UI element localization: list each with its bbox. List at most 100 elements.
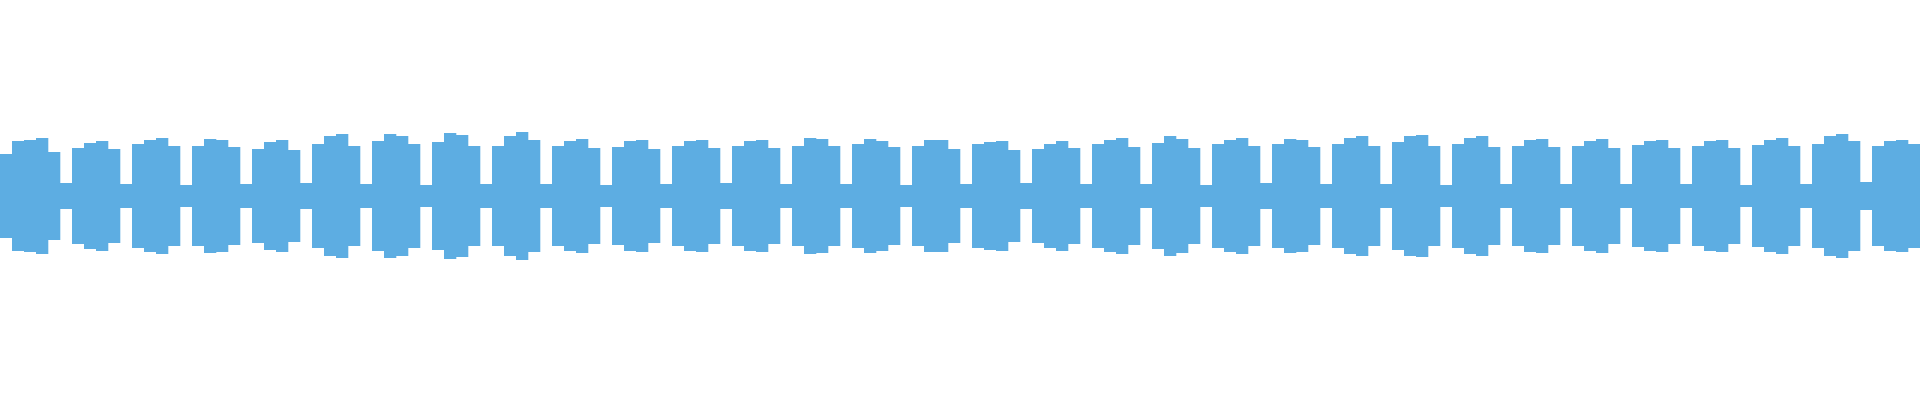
wave-segment [1236,138,1249,254]
wave-segment [36,138,49,254]
wave-segment [672,146,685,246]
wave-segment [1260,183,1273,209]
wave-segment [540,184,553,208]
wave-segment [396,136,409,256]
wave-segment [1512,146,1525,246]
wave-segment [648,149,661,243]
wave-segment [492,146,505,246]
wave-segment [1656,140,1669,252]
wave-segment [336,134,349,258]
wave-segment [1668,148,1681,244]
wave-segment [1488,147,1501,245]
wave-segment [732,146,745,246]
wave-segment [1140,184,1153,208]
wave-segment [1500,184,1513,208]
wave-segment [684,141,697,251]
wave-segment [612,147,625,245]
wave-segment [216,140,229,252]
wave-segment [1044,144,1057,248]
wave-segment [1632,145,1645,247]
wave-segment [996,141,1009,251]
wave-segment [1836,134,1849,258]
wave-segment [180,185,193,207]
wave-segment [708,148,721,244]
wave-segment [1224,140,1237,252]
wave-segment [780,184,793,208]
wave-segment [936,140,949,252]
wave-segment [204,139,217,253]
wave-segment [1212,144,1225,248]
wave-segment [1644,141,1657,251]
wave-segment [360,184,373,208]
wave-segment [900,185,913,207]
wave-segment [1092,144,1105,248]
wave-segment [1800,184,1813,208]
wave-segment [432,142,445,250]
wave-segment [864,139,877,253]
wave-segment [1332,144,1345,248]
wave-segment [876,141,889,251]
wave-segment [480,184,493,208]
wave-segment [1392,142,1405,250]
wave-segment [1476,136,1489,256]
wave-segment [1020,183,1033,209]
wave-segment [1404,136,1417,256]
wave-segment [1428,146,1441,246]
wave-segment [1752,145,1765,247]
wave-segment [804,138,817,254]
wave-segment [1740,185,1753,207]
wave-segment [1824,136,1837,256]
wave-segment [720,183,733,209]
wave-segment [1716,140,1729,252]
wave-segment [1320,184,1333,208]
wave-segment [504,136,517,256]
wave-segment [1188,148,1201,244]
wave-segment [1896,140,1909,252]
wave-segment [1536,139,1549,253]
wave-segment [816,139,829,253]
wave-segment [792,146,805,246]
wave-segment [264,142,277,250]
wave-segment [528,140,541,252]
wave-segment [972,144,985,248]
wave-segment [312,144,325,248]
wave-segment [12,141,25,251]
wave-segment [948,149,961,243]
wave-segment [1272,144,1285,248]
wave-segment [1860,182,1873,210]
wave-segment [132,144,145,248]
wave-segment [1680,184,1693,208]
wave-segment [1608,148,1621,244]
wave-segment [924,140,937,252]
wave-segment [1464,138,1477,254]
wave-segment [1116,138,1129,254]
wave-segment [84,143,97,249]
wave-segment [1308,147,1321,245]
wave-segment [660,184,673,208]
wave-segment [1068,148,1081,244]
wave-segment [1032,149,1045,243]
wave-segment [960,184,973,208]
wave-segment [588,148,601,244]
wave-segment [552,146,565,246]
wave-segment [420,185,433,207]
wave-segment [1848,141,1861,251]
wave-segment [1104,140,1117,252]
wave-segment [1176,139,1189,253]
wave-segment [1284,139,1297,253]
wave-segment [444,133,457,259]
wave-segment [1884,141,1897,251]
wave-segment [96,141,109,251]
wave-segment [1008,150,1021,242]
wave-segment [1776,138,1789,254]
wave-segment [1248,146,1261,246]
wave-segment [1548,147,1561,245]
wave-segment [1296,140,1309,252]
wave-segment [240,184,253,208]
wave-segment [72,148,85,244]
wave-segment [516,132,529,260]
wave-segment [1524,140,1537,252]
wave-segment [1080,184,1093,208]
